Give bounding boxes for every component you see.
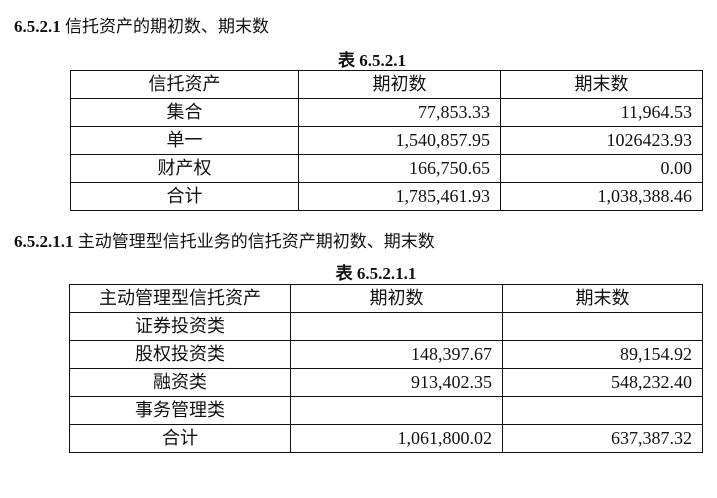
opening-value: 166,750.65 bbox=[298, 154, 501, 183]
section-heading-6-5-2-1: 6.5.2.1 信托资产的期初数、期末数 bbox=[14, 12, 269, 37]
opening-value: 913,402.35 bbox=[290, 368, 503, 397]
table-row: 事务管理类 bbox=[69, 396, 703, 425]
table-row: 集合 77,853.33 11,964.53 bbox=[70, 98, 703, 127]
closing-value: 1026423.93 bbox=[500, 126, 703, 155]
opening-value: 1,785,461.93 bbox=[298, 182, 501, 211]
closing-value: 637,387.32 bbox=[502, 424, 703, 453]
opening-value: 148,397.67 bbox=[290, 340, 503, 369]
table-caption: 表 6.5.2.1.1 bbox=[335, 264, 417, 283]
header-cell: 主动管理型信托资产 bbox=[69, 284, 291, 313]
opening-value: 77,853.33 bbox=[298, 98, 501, 127]
row-label: 财产权 bbox=[70, 154, 299, 183]
closing-value: 89,154.92 bbox=[502, 340, 703, 369]
active-management-trust-assets-table: 主动管理型信托资产 期初数 期末数 证券投资类 股权投资类 148,397.67… bbox=[69, 284, 703, 453]
table-header-row: 信托资产 期初数 期末数 bbox=[70, 70, 703, 99]
opening-value bbox=[290, 312, 503, 341]
opening-value: 1,061,800.02 bbox=[290, 424, 503, 453]
section-number: 6.5.2.1 bbox=[14, 17, 61, 36]
row-label: 事务管理类 bbox=[69, 396, 291, 425]
table-row: 单一 1,540,857.95 1026423.93 bbox=[70, 126, 703, 155]
header-cell: 期末数 bbox=[500, 70, 703, 99]
section-title: 主动管理型信托业务的信托资产期初数、期末数 bbox=[77, 232, 435, 251]
opening-value bbox=[290, 396, 503, 425]
table-total-row: 合计 1,061,800.02 637,387.32 bbox=[69, 424, 703, 453]
closing-value: 548,232.40 bbox=[502, 368, 703, 397]
header-cell: 期末数 bbox=[502, 284, 703, 313]
table-caption: 表 6.5.2.1 bbox=[338, 51, 406, 70]
closing-value bbox=[502, 312, 703, 341]
section-number: 6.5.2.1.1 bbox=[14, 232, 74, 251]
closing-value: 1,038,388.46 bbox=[500, 182, 703, 211]
row-label: 集合 bbox=[70, 98, 299, 127]
section-title: 信托资产的期初数、期末数 bbox=[65, 17, 269, 36]
row-label: 证券投资类 bbox=[69, 312, 291, 341]
row-label: 股权投资类 bbox=[69, 340, 291, 369]
header-cell: 期初数 bbox=[290, 284, 503, 313]
header-cell: 信托资产 bbox=[70, 70, 299, 99]
row-label: 合计 bbox=[70, 182, 299, 211]
closing-value: 0.00 bbox=[500, 154, 703, 183]
table-row: 融资类 913,402.35 548,232.40 bbox=[69, 368, 703, 397]
opening-value: 1,540,857.95 bbox=[298, 126, 501, 155]
trust-assets-table: 信托资产 期初数 期末数 集合 77,853.33 11,964.53 单一 1… bbox=[70, 70, 703, 211]
table-total-row: 合计 1,785,461.93 1,038,388.46 bbox=[70, 182, 703, 211]
row-label: 合计 bbox=[69, 424, 291, 453]
row-label: 融资类 bbox=[69, 368, 291, 397]
row-label: 单一 bbox=[70, 126, 299, 155]
table-row: 股权投资类 148,397.67 89,154.92 bbox=[69, 340, 703, 369]
table-row: 证券投资类 bbox=[69, 312, 703, 341]
header-cell: 期初数 bbox=[298, 70, 501, 99]
table-header-row: 主动管理型信托资产 期初数 期末数 bbox=[69, 284, 703, 313]
section-heading-6-5-2-1-1: 6.5.2.1.1 主动管理型信托业务的信托资产期初数、期末数 bbox=[14, 227, 435, 252]
table-row: 财产权 166,750.65 0.00 bbox=[70, 154, 703, 183]
closing-value bbox=[502, 396, 703, 425]
closing-value: 11,964.53 bbox=[500, 98, 703, 127]
